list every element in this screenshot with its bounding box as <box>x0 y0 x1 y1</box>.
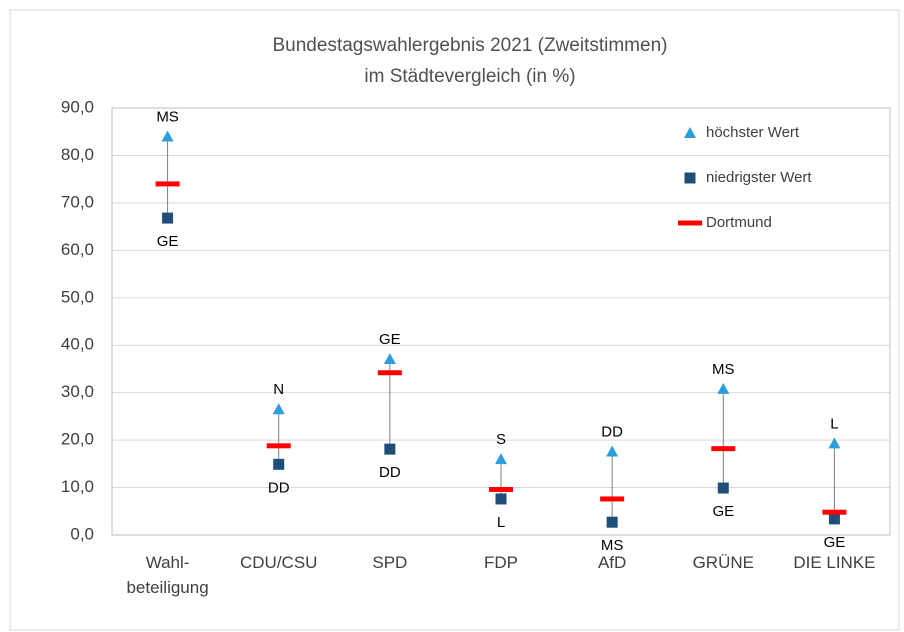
low-marker <box>384 443 396 455</box>
dortmund-marker <box>266 443 291 449</box>
y-tick-label: 0,0 <box>70 524 94 543</box>
legend-marker <box>684 127 696 138</box>
point-label: DD <box>601 423 623 440</box>
legend-marker <box>678 220 702 226</box>
point-label: GE <box>379 331 401 348</box>
legend-marker <box>684 172 696 184</box>
x-tick-label: AfD <box>598 553 626 572</box>
y-tick-label: 10,0 <box>61 477 94 496</box>
x-tick-label: FDP <box>484 553 518 572</box>
point-label: S <box>496 431 506 448</box>
dortmund-marker <box>489 486 513 492</box>
dortmund-marker <box>155 181 180 187</box>
high-marker <box>161 130 174 142</box>
low-marker <box>273 458 285 470</box>
plot-border <box>111 107 891 536</box>
point-label: MS <box>156 108 179 125</box>
low-marker <box>606 516 618 528</box>
point-label: L <box>830 415 838 432</box>
point-label: GE <box>712 503 734 520</box>
low-marker <box>828 513 840 525</box>
legend-label: höchster Wert <box>706 124 800 141</box>
point-label: N <box>273 381 284 398</box>
y-tick-label: 30,0 <box>61 382 94 401</box>
x-tick-label: DIE LINKE <box>793 553 875 572</box>
y-tick-label: 90,0 <box>61 97 94 116</box>
low-marker <box>495 493 507 505</box>
dortmund-marker <box>711 446 736 452</box>
x-tick-label: CDU/CSU <box>240 553 317 572</box>
point-label: GE <box>157 233 179 250</box>
dortmund-marker <box>377 370 402 376</box>
x-tick-label: GRÜNE <box>693 553 754 572</box>
point-label: GE <box>824 534 846 551</box>
high-marker <box>383 352 396 364</box>
y-tick-label: 20,0 <box>61 430 94 449</box>
chart-frame <box>9 9 900 631</box>
high-marker <box>828 437 841 449</box>
y-tick-label: 70,0 <box>61 192 94 211</box>
legend-label: Dortmund <box>706 214 772 231</box>
x-tick-label: SPD <box>372 553 407 572</box>
y-tick-label: 60,0 <box>61 240 94 259</box>
point-label: MS <box>712 361 735 378</box>
chart-title: im Städtevergleich (in %) <box>364 66 575 87</box>
legend-label: niedrigster Wert <box>706 169 812 186</box>
high-marker <box>717 382 730 394</box>
high-marker <box>272 403 285 415</box>
point-label: MS <box>601 537 624 554</box>
chart-title: Bundestagswahlergebnis 2021 (Zweitstimme… <box>273 35 668 56</box>
y-tick-label: 50,0 <box>61 287 94 306</box>
dortmund-marker <box>600 496 625 502</box>
y-tick-label: 40,0 <box>61 335 94 354</box>
high-marker <box>495 453 507 465</box>
low-marker <box>717 482 729 494</box>
x-tick-label: Wahl-beteiligung <box>126 553 208 597</box>
point-label: DD <box>268 479 290 496</box>
low-marker <box>162 212 174 224</box>
y-tick-label: 80,0 <box>61 145 94 164</box>
high-marker <box>606 445 619 457</box>
dortmund-marker <box>822 509 847 515</box>
point-label: DD <box>379 464 401 481</box>
point-label: L <box>497 514 505 531</box>
